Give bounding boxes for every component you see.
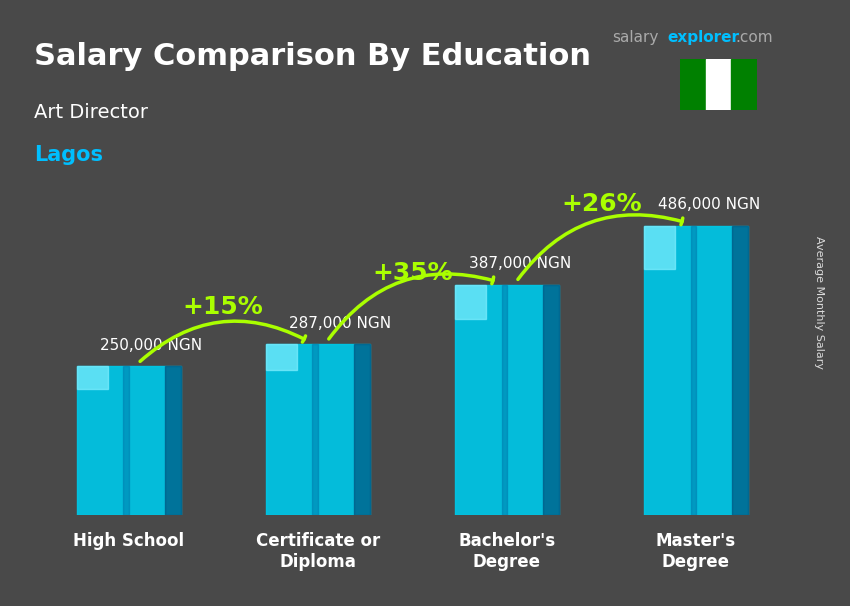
Text: Art Director: Art Director [34,103,148,122]
Text: salary: salary [612,30,659,45]
Text: 250,000 NGN: 250,000 NGN [100,338,202,353]
Bar [502,285,507,515]
Bar [266,344,297,370]
Bar [165,366,180,515]
Bar [76,366,180,515]
Text: .com: .com [735,30,773,45]
Text: +26%: +26% [561,192,642,216]
Bar [354,344,370,515]
Bar [644,225,675,269]
Bar [731,59,756,110]
Bar [455,285,486,319]
Text: +35%: +35% [372,261,452,285]
Bar [123,366,128,515]
Bar [691,225,696,515]
Bar [313,344,318,515]
Bar [733,225,748,515]
Text: 287,000 NGN: 287,000 NGN [289,316,392,330]
Bar [543,285,558,515]
Bar [266,344,370,515]
Text: +15%: +15% [183,295,264,319]
Text: explorer: explorer [667,30,740,45]
Bar [644,225,748,515]
Bar [706,59,731,110]
Bar [455,285,558,515]
Bar [76,366,108,388]
Text: Average Monthly Salary: Average Monthly Salary [814,236,824,370]
Text: Lagos: Lagos [34,145,103,165]
Text: 486,000 NGN: 486,000 NGN [658,197,761,212]
Bar [680,59,705,110]
Text: Salary Comparison By Education: Salary Comparison By Education [34,42,591,72]
Text: 387,000 NGN: 387,000 NGN [469,256,571,271]
